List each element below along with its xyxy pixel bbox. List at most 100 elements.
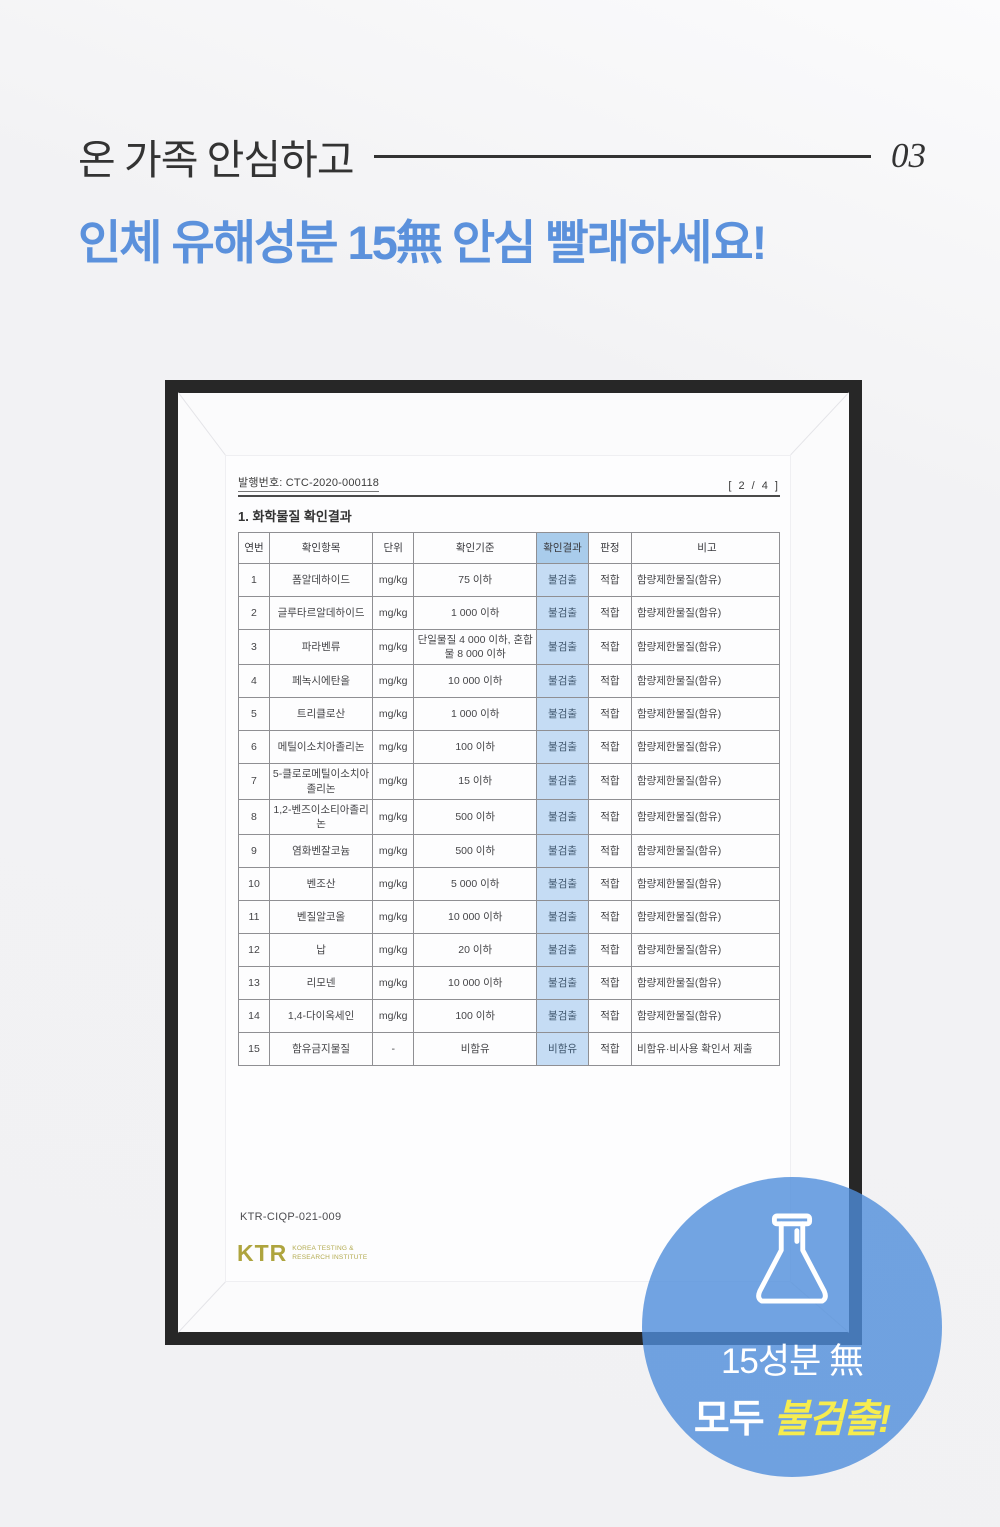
table-cell: 15 이하 — [413, 763, 538, 800]
table-cell: 페녹시에탄올 — [268, 664, 374, 699]
document-page-indicator: [ 2 / 4 ] — [728, 480, 780, 492]
table-cell: 적합 — [587, 999, 632, 1034]
table-cell: 적합 — [587, 834, 632, 869]
header-subtitle: 온 가족 안심하고 — [78, 137, 355, 183]
table-header-row: 연번 확인항목 단위 확인기준 확인결과 판정 비고 — [238, 532, 781, 564]
table-cell: mg/kg — [372, 933, 415, 968]
table-cell: 파라벤류 — [268, 628, 374, 666]
table-cell: 9 — [238, 834, 270, 869]
table-cell: 함량제한물질(함유) — [630, 834, 781, 869]
table-cell: 비함유·비사용 확인서 제출 — [630, 1032, 781, 1067]
header-row: 온 가족 안심하고 03 — [78, 126, 926, 186]
mat-bevel-top-right — [790, 392, 849, 456]
table-cell: 3 — [238, 628, 270, 666]
table-cell: mg/kg — [372, 966, 415, 1001]
table-row: 7 5-클로로메틸이소치아졸리논 mg/kg 15 이하 불검출 적합 함량제한물질(함유) — [238, 763, 781, 800]
table-cell: 불검출 — [536, 933, 589, 968]
column-header: 확인기준 — [413, 532, 538, 564]
table-cell: 적합 — [587, 933, 632, 968]
table-cell: 5 000 이하 — [413, 867, 538, 902]
table-cell: 함량제한물질(함유) — [630, 697, 781, 732]
table-cell: 함량제한물질(함유) — [630, 763, 781, 800]
frame-mat: 발행번호: CTC-2020-000118 [ 2 / 4 ] 1. 화학물질 … — [178, 392, 849, 1333]
table-cell: 10 000 이하 — [413, 664, 538, 699]
table-cell: 500 이하 — [413, 834, 538, 869]
table-cell: 15 — [238, 1032, 270, 1067]
table-cell: 불검출 — [536, 628, 589, 666]
table-cell: 12 — [238, 933, 270, 968]
table-cell: 리모넨 — [268, 966, 374, 1001]
column-header: 판정 — [587, 532, 632, 564]
column-header: 확인항목 — [268, 532, 374, 564]
table-cell: 불검출 — [536, 900, 589, 935]
table-cell: 함유금지물질 — [268, 1032, 374, 1067]
table-cell: 비함유 — [413, 1032, 538, 1067]
table-cell: 적합 — [587, 966, 632, 1001]
table-cell: 적합 — [587, 763, 632, 800]
table-cell: 불검출 — [536, 563, 589, 597]
table-cell: 함량제한물질(함유) — [630, 798, 781, 836]
table-row: 9 염화벤잘코늄 mg/kg 500 이하 불검출 적합 함량제한물질(함유) — [238, 834, 781, 869]
table-cell: 7 — [238, 763, 270, 800]
document-header: 발행번호: CTC-2020-000118 [ 2 / 4 ] — [238, 474, 780, 497]
table-cell: 적합 — [587, 664, 632, 699]
table-row: 1 폼알데하이드 mg/kg 75 이하 불검출 적합 함량제한물질(함유) — [238, 563, 781, 597]
issue-number: 발행번호: CTC-2020-000118 — [238, 474, 380, 492]
ktr-logo: KTR KOREA TESTING & RESEARCH INSTITUTE — [237, 1242, 367, 1265]
certificate-document: 발행번호: CTC-2020-000118 [ 2 / 4 ] 1. 화학물질 … — [225, 455, 791, 1282]
table-row: 2 글루타르알데하이드 mg/kg 1 000 이하 불검출 적합 함량제한물질(함유) — [238, 596, 781, 630]
table-cell: 10 000 이하 — [413, 900, 538, 935]
table-cell: 적합 — [587, 697, 632, 732]
ktr-logo-subline1: KOREA TESTING & — [292, 1245, 354, 1253]
table-cell: 1 000 이하 — [413, 697, 538, 732]
table-row: 11 벤질알코올 mg/kg 10 000 이하 불검출 적합 함량제한물질(함유) — [238, 900, 781, 935]
badge-line2: 모두 불검출! — [694, 1388, 891, 1444]
table-cell: - — [372, 1032, 415, 1067]
table-cell: 2 — [238, 596, 270, 630]
table-row: 10 벤조산 mg/kg 5 000 이하 불검출 적합 함량제한물질(함유) — [238, 867, 781, 902]
mat-bevel-bottom-left — [178, 1281, 226, 1333]
table-cell: 8 — [238, 798, 270, 836]
table-cell: mg/kg — [372, 999, 415, 1034]
table-cell: 적합 — [587, 900, 632, 935]
table-cell: mg/kg — [372, 867, 415, 902]
table-cell: 6 — [238, 730, 270, 765]
table-row: 4 페녹시에탄올 mg/kg 10 000 이하 불검출 적합 함량제한물질(함유) — [238, 664, 781, 699]
table-cell: 함량제한물질(함유) — [630, 867, 781, 902]
table-cell: 함량제한물질(함유) — [630, 628, 781, 666]
table-cell: 5-클로로메틸이소치아졸리논 — [268, 763, 374, 800]
table-cell: 벤조산 — [268, 867, 374, 902]
table-cell: 적합 — [587, 628, 632, 666]
table-cell: 적합 — [587, 798, 632, 836]
table-cell: 벤질알코올 — [268, 900, 374, 935]
table-cell: 메틸이소치아졸리논 — [268, 730, 374, 765]
table-row: 3 파라벤류 mg/kg 단일물질 4 000 이하, 혼합물 8 000 이하 불검출… — [238, 628, 781, 666]
flask-icon — [756, 1213, 828, 1304]
result-badge: 15성분 無 모두 불검출! — [642, 1177, 942, 1477]
table-row: 8 1,2-벤즈이소티아졸리논 mg/kg 500 이하 불검출 적합 함량제한물질(함유) — [238, 798, 781, 836]
table-cell: 납 — [268, 933, 374, 968]
badge-line1: 15성분 無 — [720, 1342, 864, 1381]
section-number: 03 — [891, 136, 926, 175]
report-table-body: 1 폼알데하이드 mg/kg 75 이하 불검출 적합 함량제한물질(함유) 2 글루타르알데하… — [238, 563, 781, 1067]
table-cell: 비함유 — [536, 1032, 589, 1067]
table-cell: 함량제한물질(함유) — [630, 900, 781, 935]
table-cell: 100 이하 — [413, 999, 538, 1034]
table-cell: 불검출 — [536, 999, 589, 1034]
table-cell: 1 — [238, 563, 270, 597]
table-cell: 13 — [238, 966, 270, 1001]
table-cell: 글루타르알데하이드 — [268, 596, 374, 630]
table-cell: 적합 — [587, 730, 632, 765]
ktr-logo-text: KTR — [237, 1240, 288, 1266]
table-cell: 10 000 이하 — [413, 966, 538, 1001]
table-cell: 단일물질 4 000 이하, 혼합물 8 000 이하 — [413, 628, 538, 666]
document-section-title: 1. 화학물질 확인결과 — [238, 509, 352, 524]
table-row: 5 트리클로산 mg/kg 1 000 이하 불검출 적합 함량제한물질(함유) — [238, 697, 781, 732]
table-cell: 5 — [238, 697, 270, 732]
table-cell: 함량제한물질(함유) — [630, 933, 781, 968]
column-header: 확인결과 — [536, 532, 589, 564]
table-row: 12 납 mg/kg 20 이하 불검출 적합 함량제한물질(함유) — [238, 933, 781, 968]
table-cell: 75 이하 — [413, 563, 538, 597]
table-cell: mg/kg — [372, 664, 415, 699]
